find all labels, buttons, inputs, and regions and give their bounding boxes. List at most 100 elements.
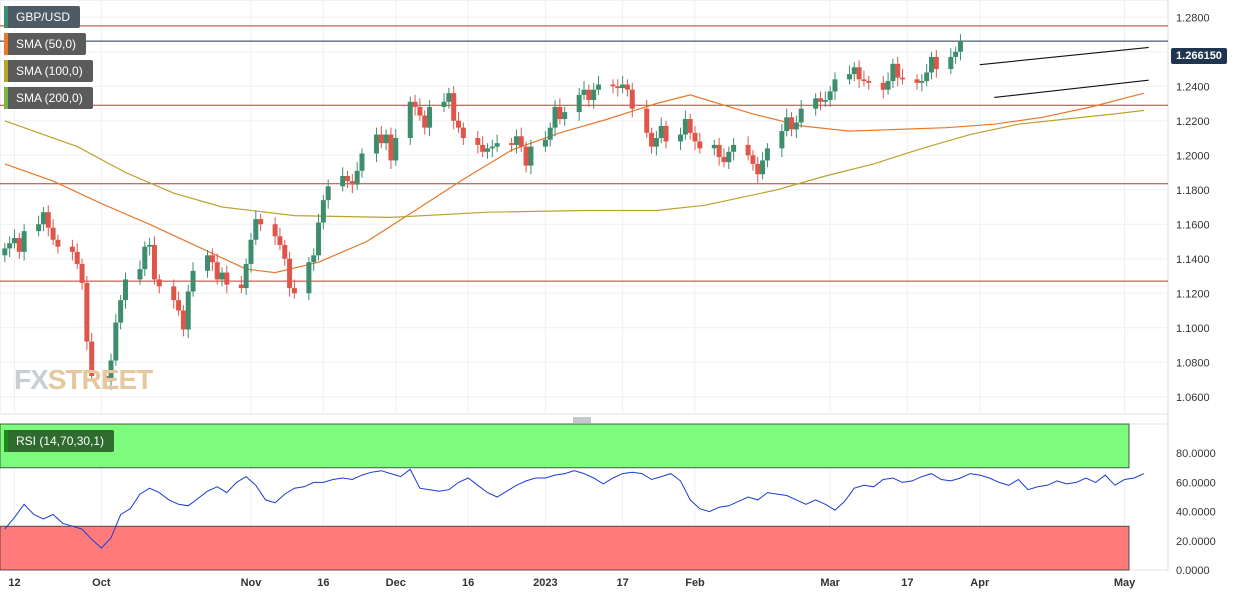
candle-body xyxy=(282,244,288,259)
legend-sma100[interactable]: SMA (100,0) xyxy=(4,60,93,82)
candle-body xyxy=(156,279,162,287)
candle-body xyxy=(846,74,852,80)
trend-channel-line xyxy=(979,46,1149,66)
y-tick-label: 1.2000 xyxy=(1176,150,1210,162)
y-tick-label: 1.2200 xyxy=(1176,116,1210,128)
rsi-y-tick-label: 80.0000 xyxy=(1176,448,1216,460)
candle-body xyxy=(528,146,534,166)
candle-body xyxy=(562,112,568,120)
candle-body xyxy=(745,144,751,156)
candle-body xyxy=(581,89,587,95)
candle-body xyxy=(793,122,799,130)
candle-body xyxy=(591,89,597,101)
candle-body xyxy=(354,170,360,185)
candle-body xyxy=(243,263,249,289)
y-tick-label: 1.2400 xyxy=(1176,81,1210,93)
candle-body xyxy=(750,155,756,164)
price-pane-frame xyxy=(0,0,1169,415)
candle-body xyxy=(451,93,457,121)
y-tick-label: 1.0600 xyxy=(1176,392,1210,404)
legend-rsi-label: RSI (14,70,30,1) xyxy=(16,434,105,448)
rsi-y-tick-label: 0.0000 xyxy=(1176,565,1210,577)
candle-body xyxy=(779,131,785,149)
candle-body xyxy=(716,144,722,157)
x-tick-label: 17 xyxy=(901,577,913,589)
candle-body xyxy=(924,72,930,82)
candle-body xyxy=(55,239,61,247)
candle-body xyxy=(2,248,8,256)
legend-color-swatch xyxy=(4,87,8,109)
candle-body xyxy=(948,56,954,69)
sma50-line xyxy=(4,92,1145,274)
legend-rsi[interactable]: RSI (14,70,30,1) xyxy=(4,430,115,452)
candle-body xyxy=(325,186,331,201)
candle-body xyxy=(861,79,867,82)
candle-body xyxy=(171,286,177,301)
candle-body xyxy=(523,146,529,166)
candle-body xyxy=(209,255,215,263)
candle-body xyxy=(914,79,920,83)
candle-body xyxy=(919,81,925,83)
candle-body xyxy=(147,244,153,247)
candle-body xyxy=(224,272,230,285)
candle-body xyxy=(653,138,659,147)
candle-body xyxy=(40,212,46,225)
x-tick-label: 16 xyxy=(317,577,329,589)
y-tick-label: 1.1600 xyxy=(1176,219,1210,231)
candle-body xyxy=(885,81,891,90)
last-price-tag: 1.266150 xyxy=(1171,48,1227,64)
candle-body xyxy=(349,181,355,185)
candle-body xyxy=(441,101,447,107)
candle-body xyxy=(108,360,114,382)
candle-body xyxy=(542,139,548,147)
candle-body xyxy=(764,148,770,161)
candle-body xyxy=(678,134,684,142)
legend-sma50[interactable]: SMA (50,0) xyxy=(4,33,87,55)
candle-body xyxy=(595,84,601,90)
candle-body xyxy=(69,246,75,252)
legend-sma200[interactable]: SMA (200,0) xyxy=(4,87,93,109)
candle-body xyxy=(827,91,833,101)
candle-body xyxy=(658,125,664,138)
legend-symbol[interactable]: GBP/USD xyxy=(4,6,81,28)
candle-body xyxy=(142,246,148,270)
candle-body xyxy=(697,141,703,149)
rsi-y-tick-label: 60.0000 xyxy=(1176,477,1216,489)
x-tick-label: 12 xyxy=(8,577,20,589)
pane-resize-handle-icon[interactable] xyxy=(572,416,592,424)
candle-body xyxy=(784,117,790,132)
candle-body xyxy=(16,238,22,252)
candle-body xyxy=(460,127,466,138)
candle-body xyxy=(813,98,819,109)
legend-color-swatch xyxy=(4,430,8,452)
candle-body xyxy=(407,101,413,138)
candle-body xyxy=(895,63,901,78)
candle-body xyxy=(446,93,452,102)
candle-body xyxy=(644,108,650,133)
candle-body xyxy=(422,115,428,128)
legend-color-swatch xyxy=(4,33,8,55)
candle-body xyxy=(760,160,766,175)
candle-body xyxy=(79,263,85,283)
candle-body xyxy=(137,269,143,280)
candle-body xyxy=(11,238,17,244)
candle-body xyxy=(287,258,293,289)
candle-body xyxy=(822,100,828,102)
candle-body xyxy=(513,136,519,145)
x-tick-label: 16 xyxy=(462,577,474,589)
candle-body xyxy=(417,106,423,116)
candle-body xyxy=(219,272,225,280)
candle-body xyxy=(205,255,211,271)
candle-body xyxy=(624,84,630,90)
candle-body xyxy=(340,175,346,187)
candle-body xyxy=(789,117,795,130)
y-tick-label: 1.1800 xyxy=(1176,185,1210,197)
y-tick-label: 1.2800 xyxy=(1176,12,1210,24)
candle-body xyxy=(489,146,495,149)
candle-body xyxy=(856,67,862,80)
candle-body xyxy=(359,153,365,171)
rsi-line xyxy=(4,468,1145,549)
candle-body xyxy=(151,244,157,280)
